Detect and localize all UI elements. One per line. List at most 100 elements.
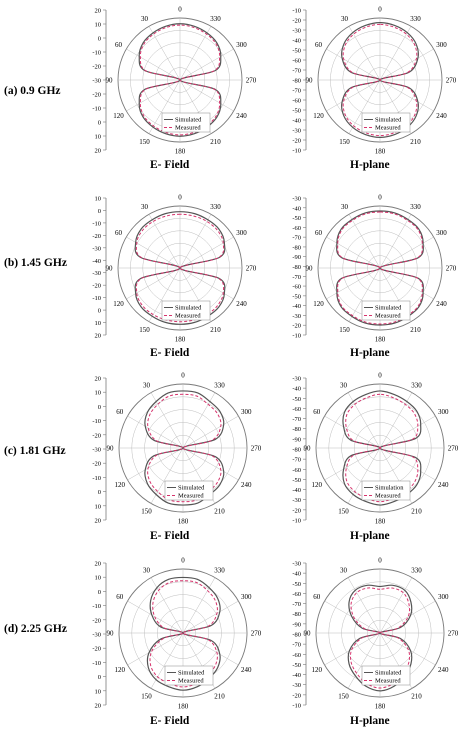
c-h-plane-angle-label: 330 xyxy=(411,381,422,389)
c-h-plane-angle-label: 30 xyxy=(340,381,348,389)
d-e-field-angle-label: 150 xyxy=(141,693,152,701)
a-h-plane-angle-label: 0 xyxy=(378,6,382,14)
c-e-field-radial-tick-label: 20 xyxy=(95,518,102,525)
d-e-field-series-simulated-curve xyxy=(146,576,221,691)
d-h-plane-angle-label: 180 xyxy=(375,703,386,711)
polar-chart-b-e-field: 10 0 -10 -20 -30 -40 -30 -20 -10 0 10 20 0 30 60 90 120 1… xyxy=(92,194,256,344)
a-h-plane-legend-label: Simulated xyxy=(375,117,402,124)
d-e-field-radial-tick-label: 0 xyxy=(98,674,101,681)
d-h-plane-series-simulated-curve xyxy=(347,584,413,692)
d-e-field-angle-label: 30 xyxy=(143,566,151,574)
b-h-plane-radial-tick-label: -70 xyxy=(292,235,301,242)
d-e-field-radial-tick-label: -20 xyxy=(92,646,101,653)
a-h-plane-angle-label: 120 xyxy=(313,112,324,120)
c-e-field-grid-spoke xyxy=(127,415,184,449)
c-e-field-angle-label: 90 xyxy=(107,445,115,453)
a-e-field-grid-spoke xyxy=(179,79,234,112)
b-e-field-angle-label: 30 xyxy=(141,203,149,211)
d-h-plane-radial-tick-label: -10 xyxy=(292,703,301,710)
d-h-plane-angle-label: 60 xyxy=(313,593,321,601)
d-h-plane-radial-tick-label: -40 xyxy=(292,672,301,679)
d-h-plane-grid-spoke xyxy=(379,600,436,634)
b-h-plane-radial-tick-label: -40 xyxy=(292,205,301,212)
b-e-field-legend-box xyxy=(161,300,211,321)
d-e-field-angle-label: 120 xyxy=(115,666,126,674)
a-e-field-angle-label: 150 xyxy=(139,138,150,146)
d-e-field-angle-label: 300 xyxy=(241,593,252,601)
d-e-field-angle-label: 0 xyxy=(181,557,185,565)
c-e-field-series-measured-curve xyxy=(147,393,222,503)
b-e-field-angle-label: 240 xyxy=(236,300,247,308)
c-h-plane-legend-box xyxy=(361,480,411,501)
d-h-plane-angle-label: 120 xyxy=(312,666,323,674)
c-e-field-radial-tick-label: -20 xyxy=(92,432,101,439)
c-h-plane-radial-tick-label: -60 xyxy=(292,467,301,474)
b-e-field-legend-label: Measured xyxy=(175,313,201,320)
polar-chart-a-e-field: 20 10 0 -10 -20 -30 -20 -10 0 10 20 0 30 60 90 120 150 18… xyxy=(92,6,257,156)
a-e-field-radial-tick-label: 10 xyxy=(95,22,102,29)
c-h-plane-radial-tick-label: -80 xyxy=(292,447,301,454)
c-h-plane-angle-label: 240 xyxy=(438,481,449,489)
c-h-plane-radial-tick-label: -70 xyxy=(292,416,301,423)
b-e-field-radial-tick-label: -20 xyxy=(92,283,101,290)
c-e-field-radial-tick-label: -10 xyxy=(92,418,101,425)
d-h-plane-angle-label: 30 xyxy=(340,566,348,574)
polar-chart-a-h-plane: -10 -20 -30 -40 -50 -60 -70 -80 -70 -60 -50 -40 -30 -… xyxy=(292,6,456,156)
b-h-plane-angle-label: 120 xyxy=(313,300,324,308)
d-e-field-radial-tick-label: -10 xyxy=(92,660,101,667)
c-e-field-angle-label: 300 xyxy=(241,408,252,416)
d-e-field-angle-label: 60 xyxy=(116,593,124,601)
d-e-field-radial-tick-label: -10 xyxy=(92,603,101,610)
d-e-field-angle-label: 90 xyxy=(107,630,115,638)
a-e-field-angle-label: 270 xyxy=(246,77,257,85)
b-h-plane-grid-spoke xyxy=(379,236,434,269)
a-h-plane-grid xyxy=(317,17,443,143)
b-e-field-grid-spoke xyxy=(179,267,234,300)
c-e-field-series-simulated-curve xyxy=(144,390,225,506)
b-e-field-grid-spoke xyxy=(126,236,181,269)
d-h-plane-radial-tick-label: -60 xyxy=(292,591,301,598)
d-h-plane-radial-tick-label: -40 xyxy=(292,571,301,578)
c-e-field-angle-label: 0 xyxy=(181,372,185,380)
c-h-plane-angle-label: 150 xyxy=(338,508,349,516)
b-h-plane-angle-label: 180 xyxy=(375,336,386,344)
b-e-field-angle-label: 180 xyxy=(175,336,186,344)
a-e-field-angle-label: 30 xyxy=(141,15,149,23)
a-h-plane-radial-tick-label: -10 xyxy=(292,8,301,15)
a-e-field-radial-tick-label: -10 xyxy=(92,106,101,113)
b-h-plane-angle-label: 0 xyxy=(378,194,382,202)
b-e-field-radial-tick-label: 10 xyxy=(95,196,102,203)
a-e-field-radial-tick-label: -20 xyxy=(92,92,101,99)
b-e-field-radial-tick-label: 0 xyxy=(98,308,101,315)
polar-chart-d-h-plane: -30 -40 -50 -60 -70 -80 -90 -80 -70 -60 -50 -40 -30 -… xyxy=(292,557,458,711)
c-e-field-radial-tick-label: -30 xyxy=(92,447,101,454)
a-e-field-angle-label: 240 xyxy=(236,112,247,120)
b-h-plane-legend-label: Simulated xyxy=(375,305,402,312)
a-e-field-radial-tick-label: 20 xyxy=(95,148,102,155)
c-h-plane-radial-tick-label: -40 xyxy=(292,386,301,393)
b-h-plane-grid-spoke xyxy=(348,214,381,269)
c-e-field-angle-label: 180 xyxy=(178,518,189,526)
b-h-plane-radial-tick-label: -50 xyxy=(292,215,301,222)
a-e-field-grid-spoke xyxy=(179,48,234,81)
d-e-field-grid-spoke xyxy=(127,632,184,666)
b-e-field-angle-label: 300 xyxy=(236,229,247,237)
a-h-plane-radial-tick-label: -30 xyxy=(292,128,301,135)
a-e-field-radial-tick-label: -10 xyxy=(92,50,101,57)
c-h-plane-angle-label: 270 xyxy=(448,445,459,453)
a-h-plane-radial-tick-label: -20 xyxy=(292,18,301,25)
d-e-field-grid-spoke xyxy=(182,577,216,634)
c-h-plane-angle-label: 180 xyxy=(375,518,386,526)
d-e-field-radial-tick-label: 10 xyxy=(95,575,102,582)
row-label-d: (d) 2.25 GHz xyxy=(4,623,67,635)
d-h-plane-radial-tick-label: -20 xyxy=(292,692,301,699)
c-h-plane-angle-label: 90 xyxy=(304,445,312,453)
b-h-plane-radial-tick-label: -80 xyxy=(292,264,301,271)
a-e-field-legend-label: Measured xyxy=(175,125,201,132)
a-h-plane-angle-label: 150 xyxy=(339,138,350,146)
a-h-plane-angle-label: 300 xyxy=(436,41,447,49)
